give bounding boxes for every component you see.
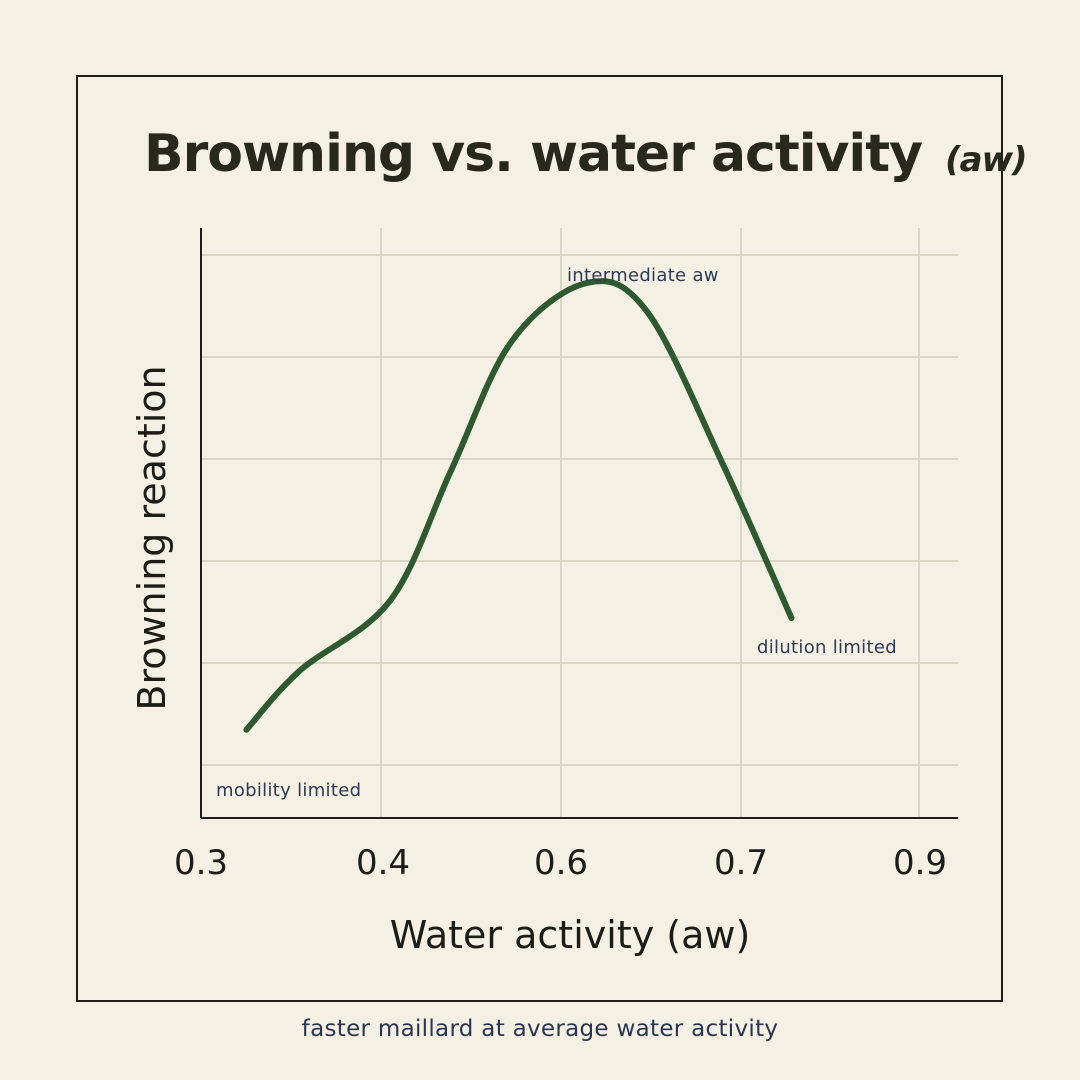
chart-title-suffix: (aw)	[945, 140, 1027, 180]
x-tick-label: 0.9	[893, 843, 947, 883]
chart-title: Browning vs. water activity (aw)	[144, 124, 1028, 184]
x-tick-label: 0.7	[714, 843, 768, 883]
mobility-annotation: mobility limited	[216, 780, 361, 801]
x-tick-label: 0.6	[534, 843, 588, 883]
grid	[201, 228, 958, 818]
x-tick-label: 0.4	[356, 843, 410, 883]
x-tick-labels: 0.3 0.4 0.6 0.7 0.9	[174, 843, 947, 883]
browning-curve	[243, 278, 795, 733]
x-axis-title: Water activity (aw)	[390, 913, 751, 957]
x-tick-label: 0.3	[174, 843, 228, 883]
footer-caption: faster maillard at average water activit…	[301, 1016, 779, 1042]
y-axis-title: Browning reaction	[130, 365, 174, 710]
dilution-annotation: dilution limited	[757, 637, 897, 658]
peak-annotation: intermediate aw	[567, 265, 719, 286]
chart-frame	[76, 75, 1003, 1002]
